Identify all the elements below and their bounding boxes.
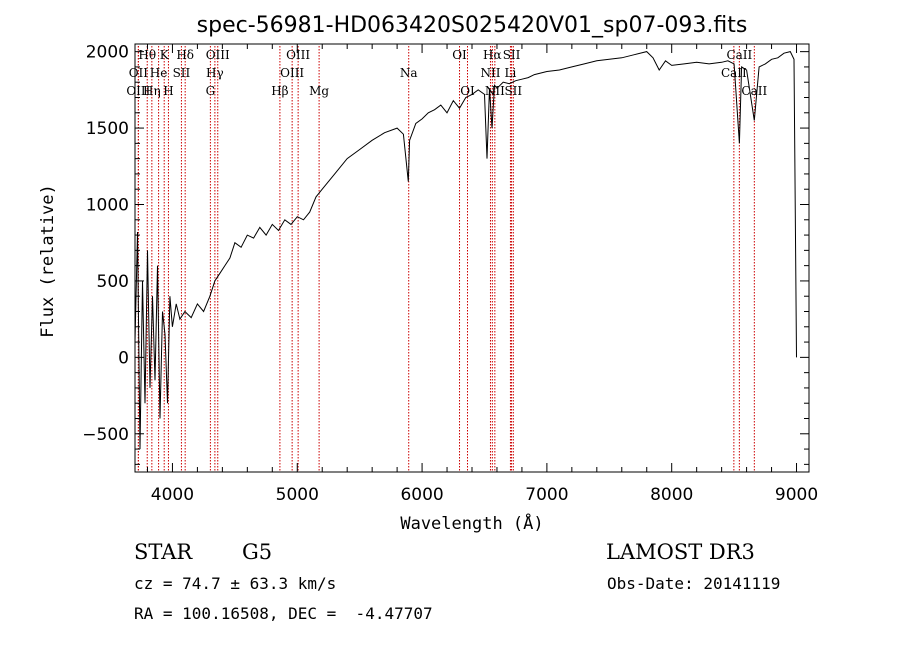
line-label: OIII bbox=[286, 48, 310, 62]
line-label: K bbox=[160, 48, 170, 62]
x-axis: 4000 5000 6000 7000 8000 9000 bbox=[146, 44, 818, 505]
y-tick-label: 2000 bbox=[86, 43, 129, 63]
y-axis: −500 0 500 1000 1500 2000 bbox=[82, 43, 809, 465]
chart-title: spec-56981-HD063420S025420V01_sp07-093.f… bbox=[197, 13, 748, 38]
survey-name: LAMOST DR3 bbox=[606, 540, 755, 564]
line-label: OIII bbox=[280, 66, 304, 80]
series-layer bbox=[134, 51, 797, 450]
line-label: OI bbox=[460, 84, 475, 98]
line-label: He bbox=[150, 66, 168, 80]
x-tick-label: 6000 bbox=[400, 485, 443, 505]
y-tick-label: 1000 bbox=[86, 196, 129, 216]
line-label: Hα bbox=[483, 48, 502, 62]
line-label: CaII bbox=[741, 84, 767, 98]
line-label: OII bbox=[129, 66, 149, 80]
line-label: NII bbox=[480, 66, 500, 80]
line-label: CaII bbox=[726, 48, 752, 62]
y-tick-label: −500 bbox=[82, 425, 129, 445]
line-label: Mg bbox=[309, 84, 329, 98]
line-label: Li bbox=[505, 66, 517, 80]
line-label: Hδ bbox=[176, 48, 194, 62]
line-label: H bbox=[163, 84, 173, 98]
line-label: SII bbox=[504, 84, 522, 98]
coordinates-text: RA = 100.16508, DEC = -4.47707 bbox=[134, 604, 433, 623]
y-axis-label: Flux (relative) bbox=[38, 184, 58, 338]
line-label: G bbox=[206, 84, 216, 98]
line-label: Hγ bbox=[206, 66, 224, 80]
y-tick-label: 0 bbox=[118, 348, 129, 368]
line-label: SII bbox=[173, 66, 191, 80]
y-tick-label: 500 bbox=[97, 272, 129, 292]
line-label: Hη bbox=[143, 84, 161, 98]
line-label: OIII bbox=[206, 48, 230, 62]
line-label: OI bbox=[452, 48, 467, 62]
x-tick-label: 5000 bbox=[276, 485, 319, 505]
plot-frame bbox=[134, 43, 810, 473]
redshift-text: cz = 74.7 ± 63.3 km/s bbox=[134, 574, 337, 593]
x-tick-label: 9000 bbox=[775, 485, 818, 505]
x-tick-label: 7000 bbox=[525, 485, 568, 505]
line-label: CaII bbox=[721, 66, 747, 80]
obs-date-text: Obs-Date: 20141119 bbox=[607, 574, 781, 593]
line-label: Hβ bbox=[271, 84, 288, 98]
spectrum-line bbox=[134, 51, 797, 450]
line-markers bbox=[137, 46, 755, 472]
object-subclass: G5 bbox=[242, 540, 273, 564]
y-tick-label: 1500 bbox=[86, 119, 129, 139]
line-label: Na bbox=[400, 66, 418, 80]
line-label: OIII bbox=[126, 84, 150, 98]
x-tick-label: 8000 bbox=[650, 485, 693, 505]
x-tick-label: 4000 bbox=[151, 485, 194, 505]
x-axis-label: Wavelength (Å) bbox=[400, 512, 543, 534]
object-class: STAR bbox=[134, 540, 193, 564]
line-label: Hθ bbox=[138, 48, 156, 62]
line-label: SII bbox=[503, 48, 521, 62]
